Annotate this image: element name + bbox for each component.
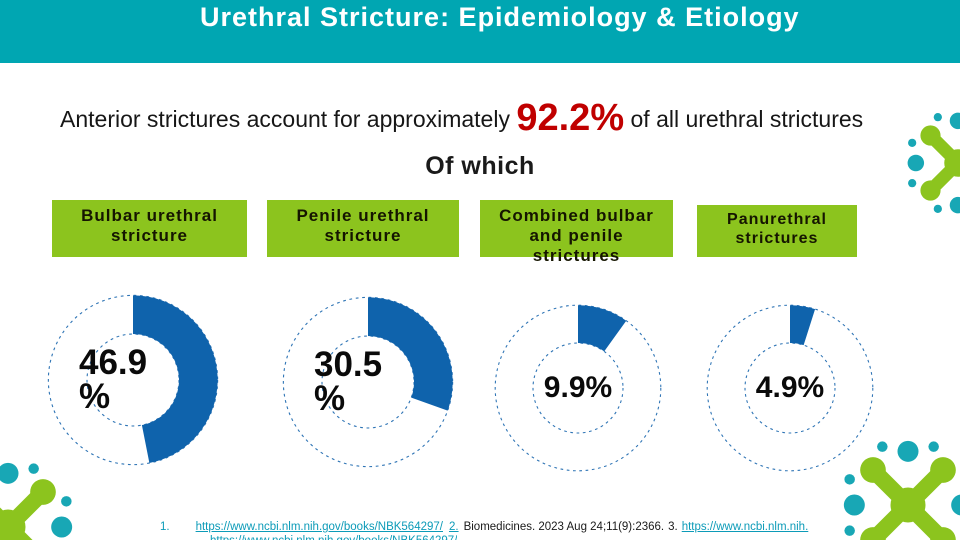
category-label: Panurethral strictures	[727, 211, 827, 247]
intro-highlight-percent: 92.2%	[516, 97, 625, 139]
donut-value-label: 46.9 %	[79, 342, 148, 416]
category-box-bulbar: Bulbar urethral stricture	[52, 200, 247, 257]
intro-text-before: Anterior strictures account for approxim…	[60, 106, 517, 132]
donut-ring	[700, 298, 880, 478]
donut-ring	[276, 290, 460, 474]
category-box-combined: Combined bulbar and penile strictures	[480, 200, 673, 265]
category-label: Bulbar urethral stricture	[81, 206, 218, 246]
reference-link-1[interactable]: https://www.ncbi.nlm.nih.gov/books/NBK56…	[195, 521, 443, 533]
intro-text: Anterior strictures account for approxim…	[60, 99, 880, 137]
references-line: 1. https://www.ncbi.nlm.nih.gov/books/NBK…	[160, 521, 808, 533]
intro-text-after: of all urethral strictures	[624, 106, 864, 132]
reference-number-1: 1.	[160, 521, 170, 533]
donut-chart-bulbar: 46.9 %	[41, 288, 225, 472]
donut-chart-penile: 30.5 %	[276, 290, 460, 474]
donut-chart-combined: 9.9%	[488, 298, 668, 478]
donut-ring	[488, 298, 668, 478]
category-box-panurethral: Panurethral strictures	[697, 205, 857, 257]
of-which-subtitle: Of which	[425, 152, 535, 180]
reference-number-3: 3.	[668, 521, 678, 533]
category-box-penile: Penile urethral stricture	[267, 200, 459, 257]
donut-value-label: 9.9%	[543, 371, 613, 405]
reference-link-clipped[interactable]: https://www.ncbi.nlm.nih.gov/books/NBK56…	[210, 535, 457, 540]
category-label: Combined bulbar and penile strictures	[499, 206, 654, 266]
reference-text-2: Biomedicines. 2023 Aug 24;11(9):2366.	[463, 521, 665, 533]
references-line-2-clipped: https://www.ncbi.nlm.nih.gov/books/NBK56…	[210, 535, 457, 540]
donut-value-label: 4.9%	[755, 371, 825, 405]
donut-ring	[41, 288, 225, 472]
page-title: Urethral Stricture: Epidemiology & Etiol…	[200, 2, 800, 32]
reference-link-3[interactable]: https://www.ncbi.nlm.nih.	[681, 521, 809, 533]
donut-chart-panurethral: 4.9%	[700, 298, 880, 478]
reference-number-2: 2.	[448, 521, 459, 533]
category-label: Penile urethral stricture	[296, 206, 430, 246]
header-bar: Urethral Stricture: Epidemiology & Etiol…	[0, 0, 960, 63]
donut-value-label: 30.5 %	[314, 344, 383, 418]
